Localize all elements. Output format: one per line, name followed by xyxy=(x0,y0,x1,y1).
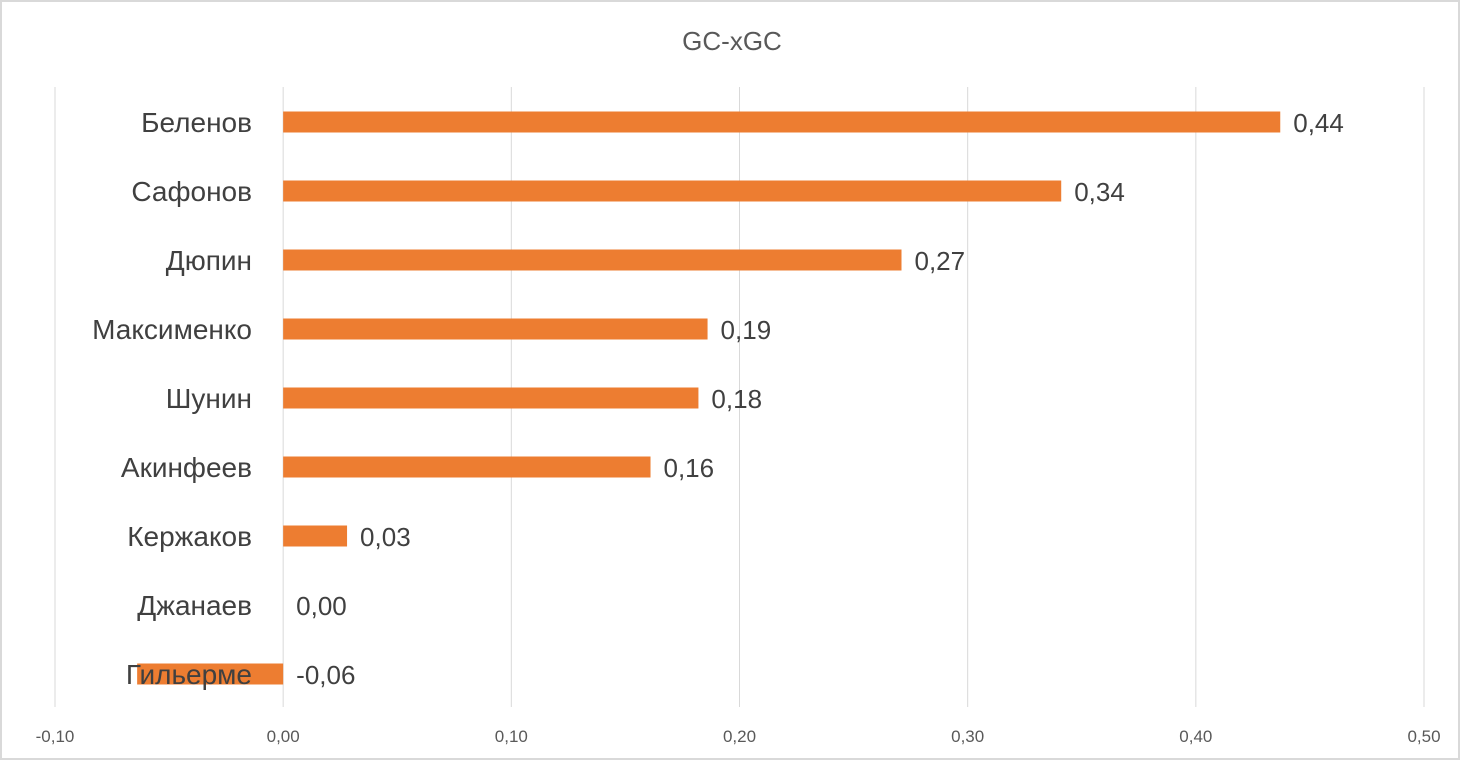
data-label: 0,34 xyxy=(1074,177,1125,207)
data-label: 0,00 xyxy=(296,591,347,621)
bar xyxy=(283,249,902,271)
chart-title: GC-xGC xyxy=(682,26,782,56)
bar xyxy=(283,318,708,340)
bar xyxy=(137,663,284,685)
data-label: 0,19 xyxy=(721,315,772,345)
data-label: -0,06 xyxy=(296,660,355,690)
data-label: 0,44 xyxy=(1293,108,1344,138)
data-label: 0,18 xyxy=(711,384,762,414)
category-label: Гильерме xyxy=(126,659,252,690)
data-label: 0,27 xyxy=(914,246,965,276)
tick-layer: -0,10 0,00 0,10 0,20 0,30 0,40 0,50 xyxy=(36,727,1441,746)
x-tick-label: 0,50 xyxy=(1407,727,1440,746)
x-tick-label: 0,30 xyxy=(951,727,984,746)
category-label: Шунин xyxy=(166,383,252,414)
category-label: Беленов xyxy=(141,107,252,138)
bar xyxy=(283,456,651,478)
label-layer: Беленов 0,44 Сафонов 0,34 Дюпин 0,27 Максименк… xyxy=(92,107,1344,690)
bar xyxy=(283,387,699,409)
category-label: Сафонов xyxy=(131,176,252,207)
bar-layer xyxy=(137,111,1281,685)
x-tick-label: 0,20 xyxy=(723,727,756,746)
bar xyxy=(283,180,1062,202)
x-tick-label: -0,10 xyxy=(36,727,75,746)
bar xyxy=(283,111,1281,133)
x-tick-label: 0,40 xyxy=(1179,727,1212,746)
data-label: 0,03 xyxy=(360,522,411,552)
bar xyxy=(283,525,348,547)
data-label: 0,16 xyxy=(664,453,715,483)
category-label: Максименко xyxy=(92,314,252,345)
category-label: Акинфеев xyxy=(121,452,252,483)
category-label: Кержаков xyxy=(127,521,252,552)
category-label: Джанаев xyxy=(137,590,252,621)
category-label: Дюпин xyxy=(166,245,252,276)
x-tick-label: 0,10 xyxy=(495,727,528,746)
x-tick-label: 0,00 xyxy=(267,727,300,746)
